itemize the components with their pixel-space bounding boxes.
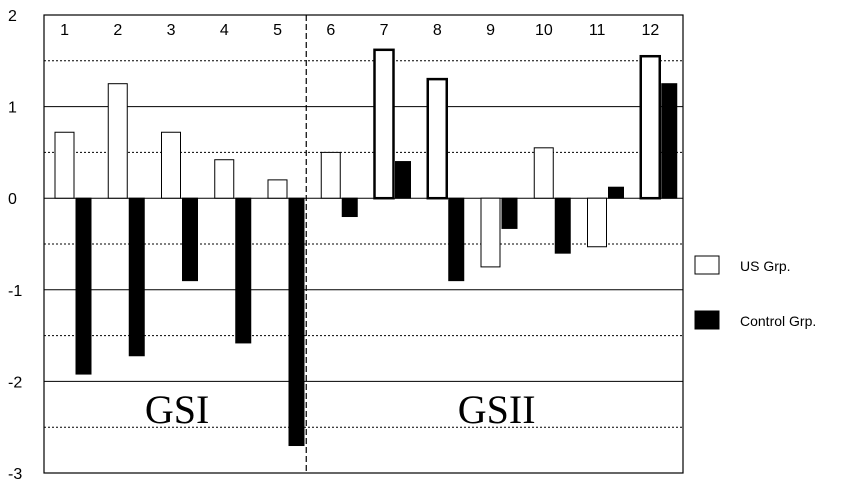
bar-us-2: [107, 83, 128, 199]
y-tick-label-4: -2: [8, 374, 22, 391]
bar-control-8: [448, 197, 465, 282]
group-label-1: GSII: [458, 387, 536, 432]
grid-lines: [44, 60, 683, 428]
axes: [43, 14, 684, 474]
category-label-10: 10: [535, 22, 553, 39]
bar-us-8: [426, 77, 448, 200]
y-tick-label-2: 0: [8, 191, 17, 208]
bar-us-10: [533, 147, 554, 199]
bar-us-7: [373, 48, 395, 200]
bar-us-4: [214, 159, 235, 199]
category-label-11: 11: [589, 22, 606, 39]
legend-control-label: Control Grp.: [740, 313, 816, 329]
bar-control-7: [395, 161, 411, 199]
bar-us-5: [267, 179, 288, 199]
category-label-8: 8: [433, 22, 442, 39]
bar-control-6: [341, 197, 358, 218]
bar-us-1: [54, 131, 75, 199]
bar-control-4: [235, 197, 252, 344]
y-tick-label-0: 2: [8, 8, 17, 25]
category-label-12: 12: [641, 22, 659, 39]
legend: US Grp. Control Grp.: [694, 255, 816, 330]
bar-control-10: [554, 197, 571, 254]
bar-us-9: [480, 197, 501, 268]
bar-control-11: [608, 186, 624, 199]
bar-control-2: [128, 197, 145, 357]
legend-us-label: US Grp.: [740, 258, 791, 274]
category-label-7: 7: [380, 22, 389, 39]
bar-control-9: [501, 197, 518, 229]
bar-us-3: [161, 131, 181, 199]
bar-control-1: [75, 197, 92, 375]
category-label-6: 6: [326, 22, 335, 39]
bar-control-3: [182, 197, 198, 282]
bar-us-6: [320, 151, 341, 199]
bars: [54, 48, 678, 447]
legend-control-swatch: [694, 310, 720, 330]
plot-frame: [43, 14, 684, 474]
category-label-1: 1: [60, 22, 69, 39]
category-label-3: 3: [167, 22, 176, 39]
y-tick-label-1: 1: [8, 100, 17, 117]
category-label-9: 9: [486, 22, 495, 39]
category-label-4: 4: [220, 22, 229, 39]
bar-control-12: [661, 83, 678, 199]
bar-us-12: [639, 54, 661, 200]
bar-control-5: [288, 197, 305, 447]
legend-us-swatch: [694, 255, 720, 275]
bar-us-11: [587, 197, 607, 248]
y-tick-label-3: -1: [8, 283, 22, 300]
group-label-0: GSI: [145, 387, 209, 432]
category-label-5: 5: [273, 22, 282, 39]
category-label-2: 2: [113, 22, 122, 39]
y-tick-label-5: -3: [8, 466, 22, 483]
